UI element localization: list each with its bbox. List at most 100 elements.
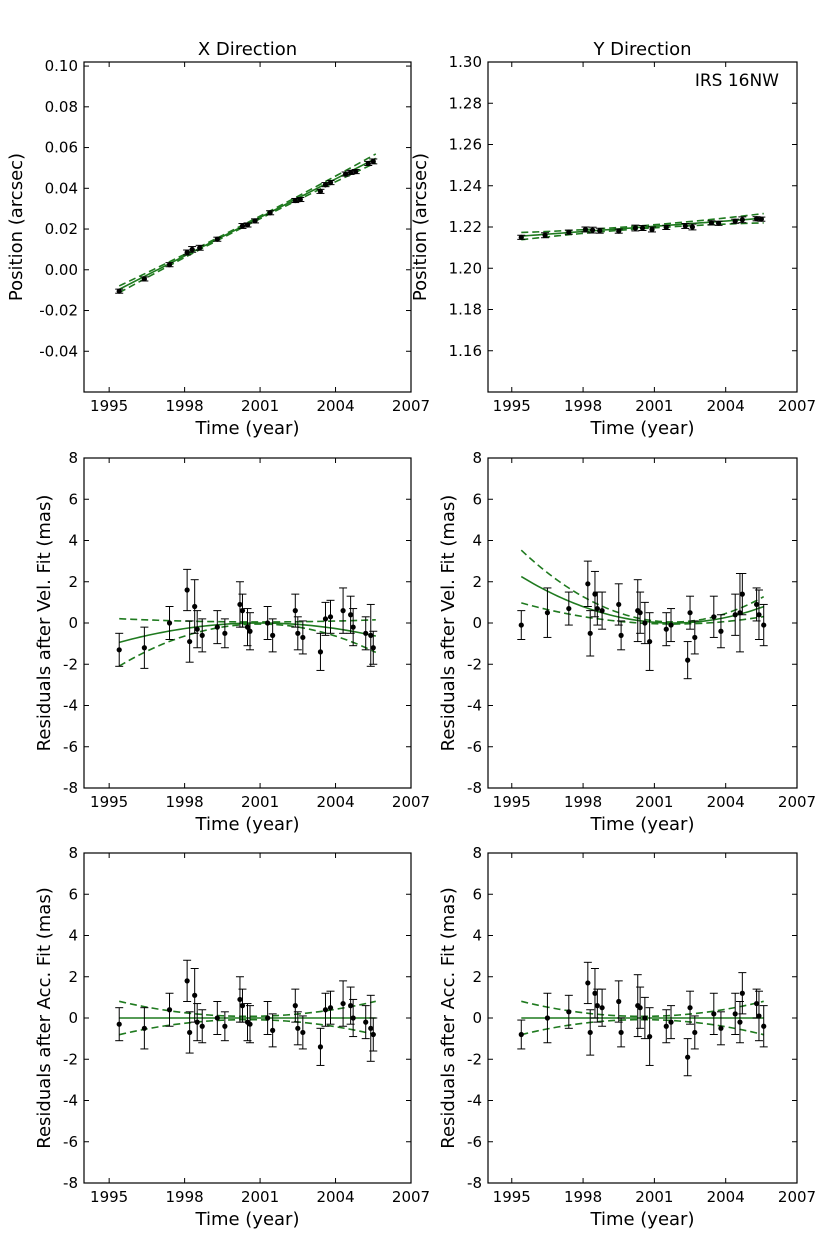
x-tick-label: 2004 xyxy=(316,397,354,415)
data-point xyxy=(267,210,273,216)
y-tick-label: 2 xyxy=(68,573,78,591)
x-tick-label: 1998 xyxy=(564,397,602,415)
data-point xyxy=(732,1011,738,1017)
x-tick-label: 1995 xyxy=(493,397,531,415)
data-point xyxy=(300,634,306,641)
data-point xyxy=(239,1003,246,1009)
data-point xyxy=(199,632,205,638)
y-tick-label: -2 xyxy=(467,1050,482,1068)
data-point xyxy=(244,222,251,228)
data-point xyxy=(166,620,173,626)
data-point xyxy=(544,610,551,616)
data-point xyxy=(708,220,715,226)
data-point xyxy=(756,612,762,618)
y-tick-label: -6 xyxy=(63,738,78,756)
x-tick-label: 2001 xyxy=(241,793,279,811)
data-point xyxy=(214,236,220,242)
data-point xyxy=(322,616,329,622)
y-tick-label: 6 xyxy=(68,885,78,903)
data-point xyxy=(348,612,354,618)
y-tick-label: -0.02 xyxy=(39,302,78,320)
y-tick-label: -8 xyxy=(63,1174,78,1192)
data-point xyxy=(599,1005,605,1011)
data-point xyxy=(340,608,346,614)
data-point xyxy=(682,223,688,229)
data-point xyxy=(599,608,605,614)
y-tick-label: 0 xyxy=(68,614,78,632)
data-point xyxy=(687,1005,693,1011)
x-tick-label: 2007 xyxy=(778,1188,816,1206)
data-point xyxy=(594,605,600,612)
data-point xyxy=(327,1005,334,1011)
y-tick-label: -6 xyxy=(467,1133,482,1151)
data-point xyxy=(761,1023,767,1029)
data-point xyxy=(753,601,760,608)
data-point xyxy=(322,1007,329,1013)
x-tick-label: 1995 xyxy=(493,793,531,811)
y-tick-label: -6 xyxy=(63,1133,78,1151)
data-point xyxy=(192,603,198,610)
data-point xyxy=(587,630,593,636)
data-point xyxy=(247,1021,253,1027)
data-point xyxy=(292,608,298,614)
data-point xyxy=(327,614,334,620)
x-tick-label: 2004 xyxy=(316,1188,354,1206)
data-point xyxy=(222,630,228,636)
data-point xyxy=(244,624,251,630)
data-point xyxy=(737,1019,743,1025)
data-point xyxy=(116,1021,122,1027)
data-point xyxy=(616,601,622,608)
data-point xyxy=(184,978,190,984)
y-tick-label: -4 xyxy=(467,1092,482,1110)
data-point xyxy=(322,182,329,188)
data-point xyxy=(758,216,764,222)
data-point xyxy=(687,610,693,616)
y-tick-label: 4 xyxy=(472,927,482,945)
x-tick-label: 2007 xyxy=(392,793,430,811)
data-point xyxy=(187,638,193,645)
y-tick-label: 0.00 xyxy=(45,261,78,279)
data-point xyxy=(348,169,354,176)
data-point xyxy=(542,232,548,238)
x-tick-label: 1998 xyxy=(166,793,204,811)
fit-lower-band xyxy=(521,1018,764,1036)
data-point xyxy=(295,630,301,636)
data-point xyxy=(317,649,324,655)
data-point xyxy=(668,622,674,628)
y-axis-label: Residuals after Vel. Fit (mas) xyxy=(438,495,459,752)
fit-upper-band xyxy=(521,1000,764,1018)
y-tick-label: -8 xyxy=(467,1174,482,1192)
y-axis-label: Position (arcsec) xyxy=(6,153,27,301)
y-tick-label: 1.30 xyxy=(449,53,482,71)
data-point xyxy=(566,605,572,612)
data-point xyxy=(668,1019,674,1025)
data-point xyxy=(618,632,624,638)
data-point xyxy=(292,197,298,204)
data-point xyxy=(239,608,246,614)
data-point xyxy=(566,229,572,235)
fit-upper-band xyxy=(119,617,376,623)
data-point xyxy=(739,591,745,597)
x-tick-label: 2001 xyxy=(635,1188,673,1206)
x-tick-label: 1995 xyxy=(493,1188,531,1206)
y-tick-label: 8 xyxy=(472,449,482,467)
fit-upper-band xyxy=(118,153,377,287)
data-point xyxy=(585,980,591,986)
y-tick-label: 2 xyxy=(68,968,78,986)
data-point xyxy=(663,224,669,231)
data-point xyxy=(647,638,653,645)
x-tick-label: 2004 xyxy=(316,793,354,811)
y-tick-label: 1.26 xyxy=(449,136,482,154)
data-point xyxy=(292,1003,298,1009)
data-point xyxy=(237,601,243,608)
y-tick-label: 1.18 xyxy=(449,301,482,319)
data-point xyxy=(582,226,589,233)
data-point xyxy=(642,620,648,626)
data-point xyxy=(141,1025,147,1031)
data-point xyxy=(544,1015,551,1021)
x-tick-label: 2001 xyxy=(635,793,673,811)
data-point xyxy=(350,1015,356,1021)
data-point xyxy=(222,1023,228,1029)
x-tick-label: 2004 xyxy=(707,1188,745,1206)
data-point xyxy=(214,624,220,630)
